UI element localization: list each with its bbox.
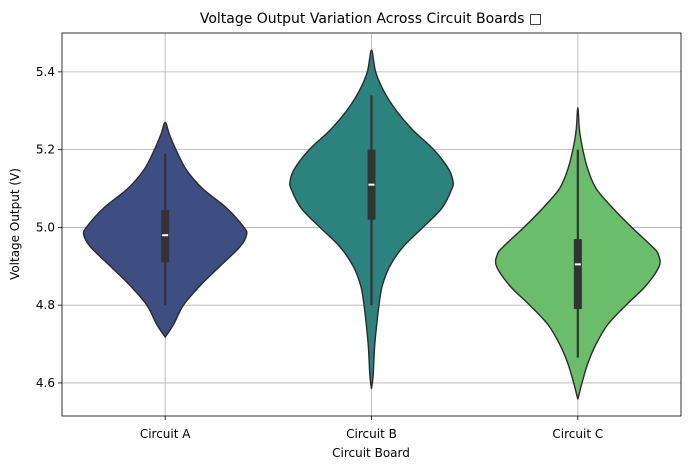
y-tick-label: 5.4 <box>36 65 55 79</box>
violin-circuit-a <box>82 121 248 339</box>
y-tick-label: 4.8 <box>36 298 55 312</box>
chart-title: Voltage Output Variation Across Circuit … <box>200 11 542 27</box>
violin-circuit-b <box>288 49 455 389</box>
axis-ticks: 4.6 4.8 5.0 5.2 5.4 Circuit A Circuit B Circuit… <box>36 65 603 441</box>
x-tick-label: Circuit A <box>140 427 191 441</box>
y-tick-label: 5.0 <box>36 220 55 234</box>
x-tick-label: Circuit B <box>346 427 397 441</box>
y-axis-label: Voltage Output (V) <box>8 168 22 280</box>
violin-iqr-box <box>573 239 582 310</box>
y-tick-label: 5.2 <box>36 143 55 157</box>
x-axis-label: Circuit Board <box>332 446 410 460</box>
x-tick-label: Circuit C <box>552 427 603 441</box>
violin-circuit-c <box>494 106 661 400</box>
y-tick-label: 4.6 <box>36 376 55 390</box>
violins <box>82 49 661 400</box>
